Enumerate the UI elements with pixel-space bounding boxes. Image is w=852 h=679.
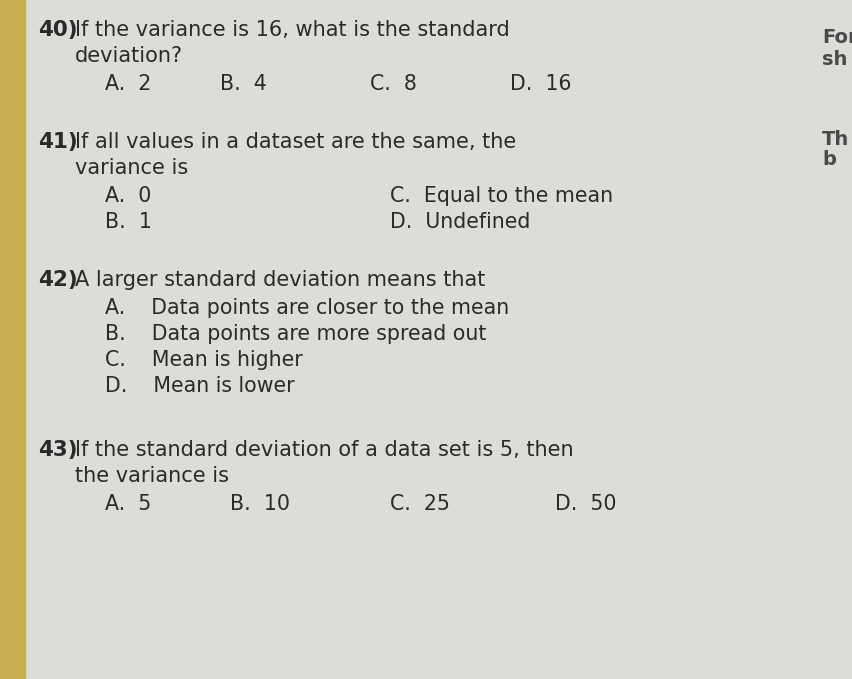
Text: b: b: [821, 150, 835, 169]
Text: A.  2: A. 2: [105, 74, 151, 94]
Text: 43): 43): [38, 440, 78, 460]
Text: variance is: variance is: [75, 158, 188, 178]
Text: 40): 40): [38, 20, 78, 40]
Text: A.    Data points are closer to the mean: A. Data points are closer to the mean: [105, 298, 509, 318]
Text: B.  10: B. 10: [230, 494, 290, 514]
Text: If all values in a dataset are the same, the: If all values in a dataset are the same,…: [75, 132, 515, 152]
Text: If the variance is 16, what is the standard: If the variance is 16, what is the stand…: [75, 20, 509, 40]
Text: Th: Th: [821, 130, 849, 149]
Text: B.    Data points are more spread out: B. Data points are more spread out: [105, 324, 486, 344]
Text: C.    Mean is higher: C. Mean is higher: [105, 350, 302, 370]
Text: deviation?: deviation?: [75, 46, 183, 66]
Text: A.  5: A. 5: [105, 494, 151, 514]
Text: 41): 41): [38, 132, 78, 152]
Text: D.  50: D. 50: [555, 494, 616, 514]
Text: 42): 42): [38, 270, 78, 290]
Text: A.  0: A. 0: [105, 186, 151, 206]
Text: A larger standard deviation means that: A larger standard deviation means that: [75, 270, 485, 290]
Text: C.  Equal to the mean: C. Equal to the mean: [389, 186, 613, 206]
Text: the variance is: the variance is: [75, 466, 228, 486]
Text: sh: sh: [821, 50, 846, 69]
Text: If the standard deviation of a data set is 5, then: If the standard deviation of a data set …: [75, 440, 573, 460]
Text: D.    Mean is lower: D. Mean is lower: [105, 376, 294, 396]
Text: B.  1: B. 1: [105, 212, 152, 232]
Text: For: For: [821, 28, 852, 47]
Text: D.  16: D. 16: [509, 74, 571, 94]
Bar: [0, 0, 25, 679]
Text: B.  4: B. 4: [220, 74, 267, 94]
Text: C.  25: C. 25: [389, 494, 449, 514]
Text: C.  8: C. 8: [370, 74, 417, 94]
Text: D.  Undefined: D. Undefined: [389, 212, 530, 232]
